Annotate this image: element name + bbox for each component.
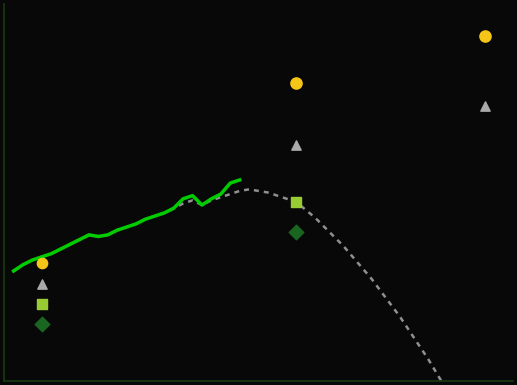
Point — [292, 80, 300, 86]
Point — [292, 142, 300, 149]
Point — [38, 301, 46, 307]
Point — [292, 199, 300, 205]
Point — [292, 229, 300, 235]
Point — [38, 260, 46, 266]
Point — [38, 280, 46, 286]
Point — [38, 321, 46, 327]
Point — [480, 32, 489, 38]
Point — [480, 103, 489, 109]
